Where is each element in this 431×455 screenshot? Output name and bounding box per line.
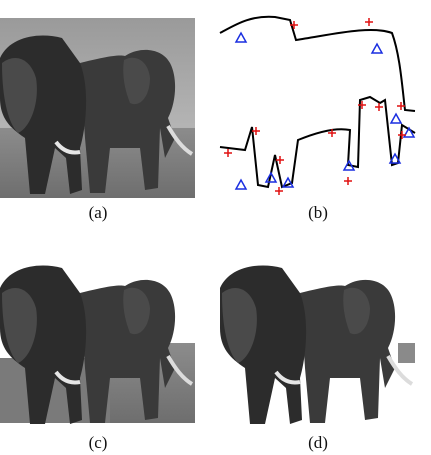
panel-c xyxy=(0,248,195,426)
caption: (a) xyxy=(89,203,108,222)
caption: (d) xyxy=(308,433,328,452)
panel-a xyxy=(0,18,195,198)
caption: (c) xyxy=(89,433,108,452)
panel-b xyxy=(219,15,416,195)
caption: (b) xyxy=(308,203,328,222)
panel-d xyxy=(218,263,415,426)
